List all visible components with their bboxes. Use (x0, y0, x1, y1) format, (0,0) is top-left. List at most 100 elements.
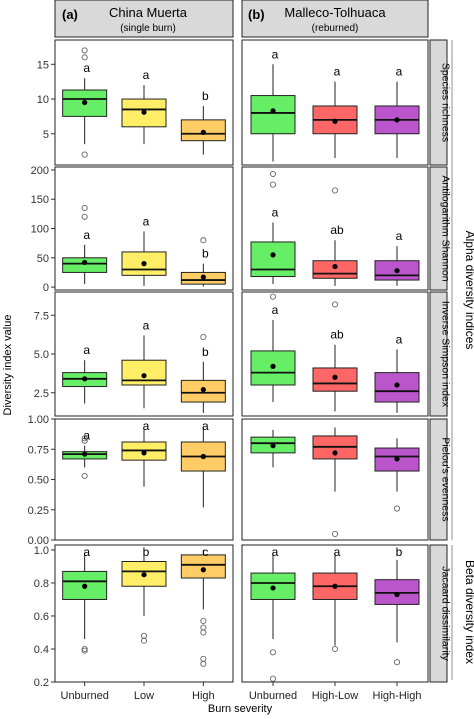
significance-letter: a (83, 429, 90, 443)
column-a-name: China Muerta (109, 5, 188, 20)
box (121, 359, 167, 386)
significance-letter: a (334, 545, 341, 559)
outlier-point (81, 213, 88, 220)
column-b-tag: (b) (248, 7, 265, 22)
x-tick-label: High-High (373, 690, 422, 702)
box (312, 260, 358, 279)
strip-column-b (241, 0, 429, 38)
y-tick-label: 100 (31, 224, 49, 236)
outlier-point (200, 333, 207, 341)
mean-point (200, 567, 206, 573)
significance-letter: b (202, 247, 209, 261)
mean-point (141, 109, 147, 115)
significance-letter: a (83, 343, 90, 357)
y-tick-label: 50 (37, 253, 49, 265)
x-tick-label: Low (134, 690, 154, 702)
mean-point (332, 374, 338, 380)
outlier-point (81, 151, 88, 158)
outlier-point (269, 293, 277, 300)
x-axis-title: Burn severity (208, 703, 273, 715)
box (121, 561, 167, 587)
y-tick-label: 15 (37, 59, 49, 71)
row-strip (429, 544, 448, 683)
mean-point (270, 585, 276, 591)
y-tick-label: 150 (31, 194, 49, 206)
row-strip-label: Antilogarithm Shannon (440, 175, 452, 281)
row-strip-label: Jacaard dissimilarity (440, 566, 452, 661)
y-tick-label: 0.25 (28, 505, 49, 517)
significance-letter: a (143, 318, 150, 332)
mean-point (82, 99, 88, 106)
column-b-name: Malleco-Tolhuaca (284, 5, 386, 20)
significance-letter: a (143, 419, 150, 433)
mean-point (141, 261, 147, 267)
mean-point (270, 363, 276, 369)
outlier-point (81, 437, 88, 444)
row-strip (429, 291, 448, 417)
y-tick-label: 7.5 (34, 310, 49, 322)
outlier-point (81, 645, 88, 653)
mean-point (200, 453, 206, 460)
mean-point (270, 108, 276, 114)
outlier-point (200, 660, 207, 667)
outlier-point (269, 170, 277, 178)
mean-point (82, 259, 88, 266)
y-tick-label: 0.75 (28, 444, 49, 456)
outlier-point (331, 530, 339, 538)
box (250, 95, 296, 135)
beta-group-label: Beta diversity index (463, 560, 474, 664)
y-axis-title: Diversity index value (2, 315, 14, 416)
significance-letter: a (83, 545, 90, 559)
x-tick-label: Unburned (249, 690, 297, 702)
outlier-point (81, 435, 88, 442)
y-tick-label: 5.0 (34, 349, 49, 361)
y-tick-label: 5 (43, 129, 49, 141)
y-tick-label: 0.2 (34, 677, 49, 689)
outlier-point (200, 617, 207, 624)
y-tick-label: 0.50 (28, 475, 49, 487)
y-tick-label: 1.00 (28, 414, 49, 426)
mean-point (332, 263, 338, 270)
significance-letter: b (143, 545, 150, 559)
mean-point (82, 583, 88, 589)
mean-point (394, 382, 400, 388)
mean-point (394, 591, 400, 598)
y-tick-label: 2.5 (34, 388, 49, 400)
significance-letter: a (396, 65, 403, 79)
x-tick-label: Unburned (61, 690, 109, 702)
outlier-point (331, 645, 339, 653)
outlier-point (393, 659, 401, 666)
x-tick-label: High (192, 690, 215, 702)
outlier-point (81, 472, 88, 479)
mean-point (200, 129, 206, 135)
outlier-point (331, 187, 339, 194)
mean-point (394, 268, 400, 274)
mean-point (332, 450, 338, 456)
alpha-group-label: Alpha diversity indices (463, 231, 474, 350)
mean-point (141, 373, 147, 379)
mean-point (270, 443, 276, 449)
significance-letter: a (83, 228, 90, 242)
outlier-point (269, 675, 277, 682)
mean-point (332, 583, 338, 589)
box (180, 554, 226, 579)
row-strip (429, 418, 448, 541)
mean-point (82, 451, 88, 457)
y-tick-label: 1.0 (34, 545, 49, 557)
mean-point (200, 274, 206, 280)
x-tick-label: High-Low (312, 690, 359, 702)
significance-letter: b (202, 89, 209, 103)
significance-letter: a (83, 61, 90, 75)
y-tick-label: 0 (43, 282, 49, 294)
y-tick-label: 0.00 (28, 535, 49, 547)
box (250, 241, 296, 278)
significance-letter: a (272, 303, 279, 317)
outlier-point (81, 54, 88, 61)
box (62, 257, 108, 273)
significance-letter: a (396, 229, 403, 243)
row-strip (429, 39, 448, 166)
significance-letter: a (202, 419, 209, 433)
mean-point (82, 376, 88, 382)
significance-letter: c (202, 545, 208, 559)
